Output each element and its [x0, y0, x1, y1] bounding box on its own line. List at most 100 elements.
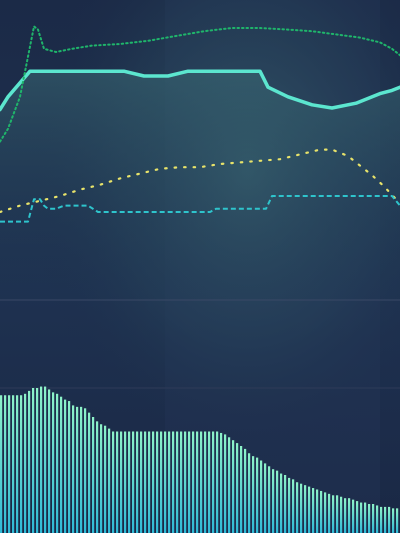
bar	[12, 395, 15, 533]
bar	[136, 431, 139, 533]
bar	[100, 424, 103, 533]
bar	[264, 463, 267, 533]
bar	[336, 495, 339, 533]
bar	[364, 502, 367, 533]
bar	[300, 483, 303, 533]
bar	[236, 443, 239, 533]
bar	[168, 431, 171, 533]
bar	[140, 431, 143, 533]
bar	[372, 504, 375, 533]
series-cyan-dashed-line	[0, 195, 400, 223]
bar	[24, 393, 27, 533]
bar	[348, 498, 351, 533]
bar	[144, 431, 147, 533]
bar	[4, 395, 7, 533]
series-green-dotted-line	[0, 25, 400, 143]
bar	[68, 401, 71, 533]
bar	[104, 425, 107, 533]
bar	[212, 431, 215, 533]
bar	[48, 389, 51, 533]
bar	[132, 431, 135, 533]
bar	[44, 386, 47, 533]
bar	[260, 460, 263, 533]
bar	[392, 508, 395, 533]
bar	[8, 395, 11, 533]
bar	[124, 431, 127, 533]
bar	[304, 485, 307, 533]
bar	[56, 393, 59, 533]
bar	[148, 431, 151, 533]
bar	[80, 406, 83, 533]
bar	[252, 456, 255, 533]
bar	[232, 440, 235, 533]
bar	[164, 431, 167, 533]
bar	[204, 431, 207, 533]
bar	[368, 504, 371, 533]
bar	[328, 493, 331, 533]
bar	[92, 417, 95, 533]
bar	[32, 388, 35, 533]
bar	[324, 492, 327, 533]
bar	[192, 431, 195, 533]
bar	[380, 506, 383, 533]
bar	[240, 446, 243, 533]
bar	[156, 431, 159, 533]
bar	[272, 469, 275, 533]
primary-area	[0, 71, 400, 300]
bar	[316, 489, 319, 533]
series-yellow-dotted-line	[0, 148, 398, 214]
bar	[332, 495, 335, 533]
bar	[216, 431, 219, 533]
bar	[120, 431, 123, 533]
bar	[152, 431, 155, 533]
bar	[320, 490, 323, 533]
bar	[60, 396, 63, 533]
bar	[296, 482, 299, 533]
bar	[220, 432, 223, 533]
bar	[16, 395, 19, 533]
bar	[84, 408, 87, 533]
bar	[376, 505, 379, 533]
bar	[112, 431, 115, 533]
bar	[188, 431, 191, 533]
bar	[292, 479, 295, 533]
bar	[200, 431, 203, 533]
bar	[360, 502, 363, 533]
bar	[248, 453, 251, 533]
bar	[180, 431, 183, 533]
bar	[52, 392, 55, 533]
bar	[128, 431, 131, 533]
bar	[276, 470, 279, 533]
bar	[356, 501, 359, 533]
bar	[176, 431, 179, 533]
bar	[72, 405, 75, 533]
bar	[308, 486, 311, 533]
bar	[224, 434, 227, 533]
bar	[160, 431, 163, 533]
bar	[268, 466, 271, 533]
lower-bar-plot	[0, 386, 399, 533]
bar	[40, 386, 43, 533]
bar	[208, 431, 211, 533]
bar	[76, 406, 79, 533]
bar	[352, 499, 355, 533]
bar	[196, 431, 199, 533]
series-primary-line	[0, 69, 400, 112]
bar	[64, 399, 67, 533]
bar	[388, 506, 391, 533]
bar	[0, 395, 3, 533]
bar	[312, 488, 315, 533]
bar	[116, 431, 119, 533]
bar	[36, 388, 39, 533]
bar	[228, 437, 231, 533]
bar	[20, 395, 23, 533]
bar	[280, 473, 283, 533]
bar	[28, 390, 31, 533]
bar	[288, 477, 291, 533]
bar	[384, 506, 387, 533]
bar	[344, 498, 347, 533]
bar	[184, 431, 187, 533]
bar	[256, 457, 259, 533]
bar	[396, 508, 399, 533]
